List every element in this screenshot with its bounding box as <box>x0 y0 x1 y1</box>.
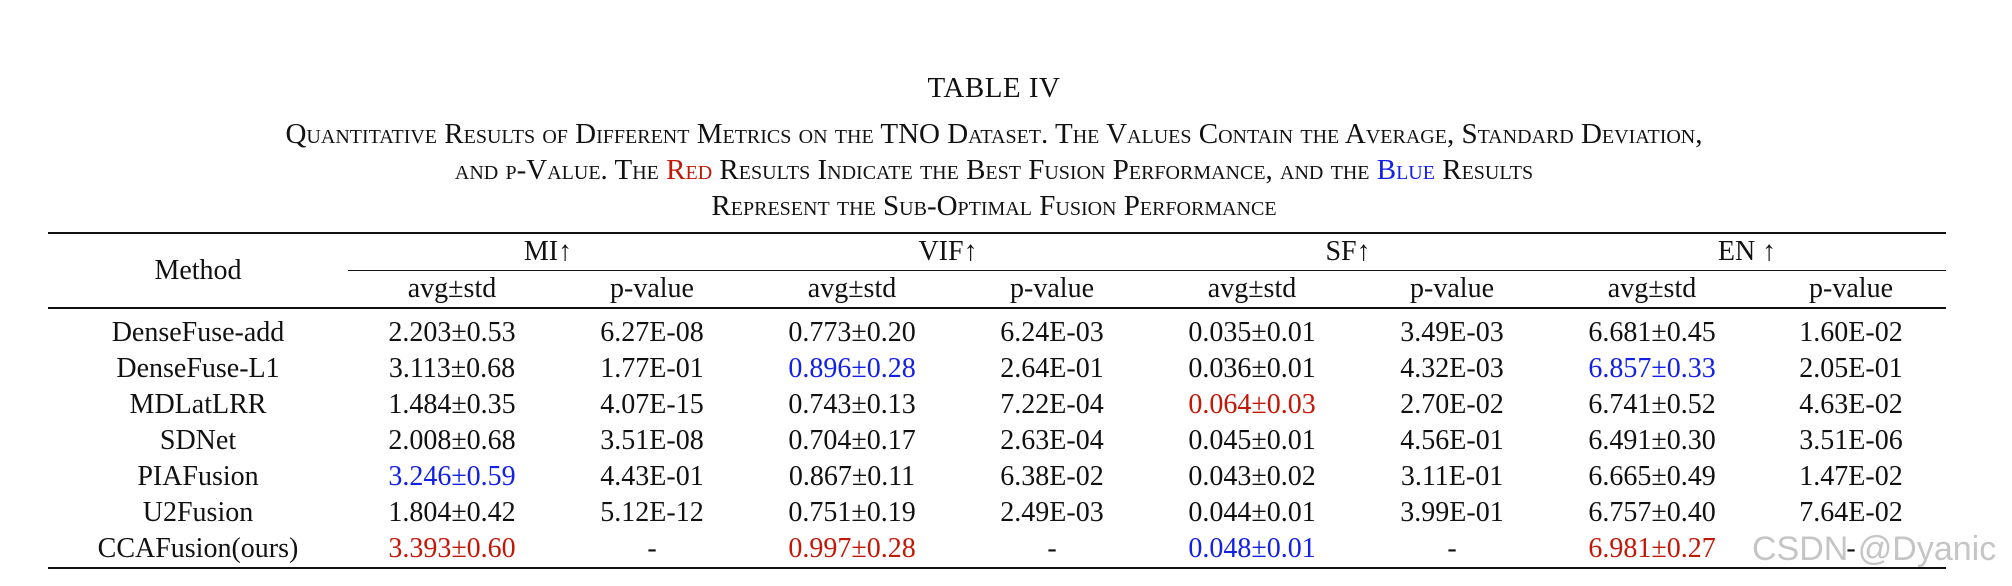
p-value-cell: 3.51E-06 <box>1799 425 1903 456</box>
p-value-cell: - <box>1447 533 1457 564</box>
p-value-cell: 2.64E-01 <box>1000 353 1104 384</box>
avg-std-cell: 0.704±0.17 <box>788 425 916 456</box>
avg-std-cell: 0.751±0.19 <box>788 497 916 528</box>
avg-std-cell: 0.997±0.28 <box>788 533 916 564</box>
avg-std-cell: 3.113±0.68 <box>388 353 516 384</box>
sub-header-row: avg±std p-value avg±std p-value avg±std … <box>48 270 1947 309</box>
method-cell: DenseFuse-L1 <box>116 353 280 384</box>
avg-std-cell: 0.045±0.01 <box>1188 425 1316 456</box>
avg-std-cell: 6.741±0.52 <box>1588 389 1716 420</box>
avg-std-cell: 0.036±0.01 <box>1188 353 1316 384</box>
avg-std-cell: 0.743±0.13 <box>788 389 916 420</box>
avg-std-cell: 1.804±0.42 <box>388 497 516 528</box>
method-header: Method <box>48 233 348 309</box>
caption-line-1: Quantitative Results of Different Metric… <box>285 118 1703 150</box>
caption-red-word: Red <box>666 154 713 186</box>
metric-header-mi: MI↑ <box>348 233 749 271</box>
p-value-cell: 2.63E-04 <box>1000 425 1104 456</box>
avg-std-cell: 6.491±0.30 <box>1588 425 1716 456</box>
results-table: Method MI↑ VIF↑ SF↑ EN ↑ avg±std p-value… <box>48 232 1947 569</box>
avg-std-cell: 0.043±0.02 <box>1188 461 1316 492</box>
p-value-cell: - <box>647 533 657 564</box>
caption-line-2-suffix: Results <box>1434 154 1534 186</box>
caption-line-2-prefix: and p-Value. The <box>454 154 667 186</box>
avg-std-cell: 6.981±0.27 <box>1588 533 1716 564</box>
p-value-cell: 1.60E-02 <box>1799 317 1903 348</box>
p-value-cell: - <box>1846 533 1856 564</box>
p-value-cell: 7.64E-02 <box>1799 497 1903 528</box>
table-label: TABLE IV <box>927 72 1061 104</box>
method-cell: CCAFusion(ours) <box>97 533 299 564</box>
sub-header-p-value: p-value <box>1756 270 1947 309</box>
caption-blue-word: Blue <box>1376 154 1435 186</box>
table-row: DenseFuse-L1 3.113±0.68 1.77E-01 0.896±0.28… <box>48 351 1946 387</box>
table-body: DenseFuse-add 2.203±0.53 6.27E-08 0.773±0.2… <box>48 308 1946 568</box>
avg-std-cell: 1.484±0.35 <box>388 389 516 420</box>
avg-std-cell: 0.044±0.01 <box>1188 497 1316 528</box>
p-value-cell: 3.51E-08 <box>600 425 704 456</box>
avg-std-cell: 3.393±0.60 <box>388 533 516 564</box>
sub-header-p-value: p-value <box>1356 270 1549 309</box>
p-value-cell: - <box>1047 533 1057 564</box>
caption-line-3: Represent the Sub-Optimal Fusion Perform… <box>711 190 1277 222</box>
sub-header-avg-std: avg±std <box>748 270 957 309</box>
avg-std-cell: 6.757±0.40 <box>1588 497 1716 528</box>
table-caption: Quantitative Results of Different Metric… <box>0 116 1988 224</box>
avg-std-cell: 0.773±0.20 <box>788 317 916 348</box>
p-value-cell: 2.49E-03 <box>1000 497 1104 528</box>
p-value-cell: 4.56E-01 <box>1400 425 1504 456</box>
table-row: CCAFusion(ours) 3.393±0.60 - 0.997±0.28 - 0.0… <box>48 531 1946 568</box>
p-value-cell: 6.24E-03 <box>1000 317 1104 348</box>
avg-std-cell: 2.203±0.53 <box>388 317 516 348</box>
avg-std-cell: 0.064±0.03 <box>1188 389 1316 420</box>
table-row: PIAFusion 3.246±0.59 4.43E-01 0.867±0.11 6.3… <box>48 459 1946 495</box>
table-row: U2Fusion 1.804±0.42 5.12E-12 0.751±0.19 2.49… <box>48 495 1946 531</box>
method-cell: MDLatLRR <box>129 389 267 420</box>
metric-header-vif: VIF↑ <box>748 233 1149 271</box>
avg-std-cell: 0.896±0.28 <box>788 353 916 384</box>
p-value-cell: 4.07E-15 <box>600 389 704 420</box>
p-value-cell: 4.63E-02 <box>1799 389 1903 420</box>
p-value-cell: 7.22E-04 <box>1000 389 1104 420</box>
avg-std-cell: 0.867±0.11 <box>788 461 916 492</box>
p-value-cell: 1.47E-02 <box>1799 461 1903 492</box>
method-cell: PIAFusion <box>137 461 259 492</box>
avg-std-cell: 6.665±0.49 <box>1588 461 1716 492</box>
table-row: SDNet 2.008±0.68 3.51E-08 0.704±0.17 2.63E-0… <box>48 423 1946 459</box>
avg-std-cell: 6.681±0.45 <box>1588 317 1716 348</box>
p-value-cell: 2.70E-02 <box>1400 389 1504 420</box>
avg-std-cell: 3.246±0.59 <box>388 461 516 492</box>
metric-header-sf: SF↑ <box>1148 233 1549 271</box>
caption-line-2: and p-Value. The Red Results Indicate th… <box>0 152 1988 188</box>
avg-std-cell: 0.048±0.01 <box>1188 533 1316 564</box>
avg-std-cell: 2.008±0.68 <box>388 425 516 456</box>
avg-std-cell: 6.857±0.33 <box>1588 353 1716 384</box>
p-value-cell: 3.49E-03 <box>1400 317 1504 348</box>
watermark: CSDN @Dyanic <box>1752 530 1997 568</box>
p-value-cell: 3.11E-01 <box>1400 461 1504 492</box>
p-value-cell: 2.05E-01 <box>1799 353 1903 384</box>
sub-header-p-value: p-value <box>556 270 749 309</box>
method-cell: DenseFuse-add <box>111 317 285 348</box>
p-value-cell: 4.32E-03 <box>1400 353 1504 384</box>
caption-line-2-middle: Results Indicate the Best Fusion Perform… <box>712 154 1377 186</box>
metric-header-en: EN ↑ <box>1548 233 1947 271</box>
table-row: MDLatLRR 1.484±0.35 4.07E-15 0.743±0.13 7.22… <box>48 387 1946 423</box>
sub-header-avg-std: avg±std <box>348 270 556 309</box>
p-value-cell: 1.77E-01 <box>600 353 704 384</box>
p-value-cell: 6.38E-02 <box>1000 461 1104 492</box>
p-value-cell: 3.99E-01 <box>1400 497 1504 528</box>
metric-header-row: Method MI↑ VIF↑ SF↑ EN ↑ <box>48 233 1947 309</box>
method-cell: U2Fusion <box>142 497 254 528</box>
sub-header-avg-std: avg±std <box>1548 270 1757 309</box>
table-row: DenseFuse-add 2.203±0.53 6.27E-08 0.773±0.2… <box>48 308 1946 351</box>
p-value-cell: 6.27E-08 <box>600 317 704 348</box>
p-value-cell: 5.12E-12 <box>600 497 704 528</box>
method-cell: SDNet <box>159 425 237 456</box>
avg-std-cell: 0.035±0.01 <box>1188 317 1316 348</box>
sub-header-avg-std: avg±std <box>1148 270 1357 309</box>
p-value-cell: 4.43E-01 <box>600 461 704 492</box>
sub-header-p-value: p-value <box>956 270 1149 309</box>
